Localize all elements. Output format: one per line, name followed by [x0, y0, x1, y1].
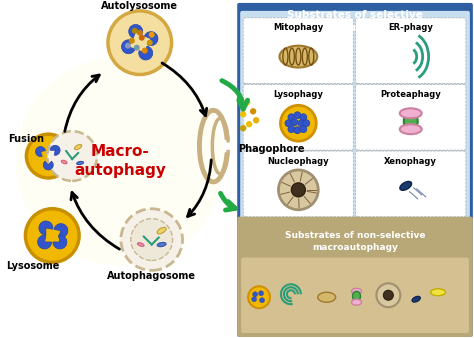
Circle shape	[240, 125, 246, 131]
Text: Autolysosome: Autolysosome	[101, 1, 178, 11]
Ellipse shape	[400, 182, 411, 190]
Ellipse shape	[280, 46, 317, 68]
Wedge shape	[38, 235, 52, 249]
Circle shape	[137, 30, 143, 36]
Circle shape	[125, 43, 131, 49]
Circle shape	[246, 121, 252, 127]
Circle shape	[108, 11, 172, 74]
FancyBboxPatch shape	[243, 18, 354, 83]
Ellipse shape	[157, 227, 166, 234]
Ellipse shape	[352, 288, 362, 294]
Wedge shape	[139, 46, 153, 60]
Circle shape	[47, 131, 97, 181]
FancyBboxPatch shape	[240, 11, 470, 220]
Circle shape	[131, 219, 173, 261]
Ellipse shape	[352, 299, 362, 305]
Ellipse shape	[404, 111, 418, 131]
Circle shape	[26, 209, 79, 262]
Ellipse shape	[353, 291, 361, 301]
Circle shape	[149, 32, 155, 38]
Wedge shape	[145, 32, 158, 46]
Wedge shape	[129, 25, 143, 38]
Circle shape	[147, 40, 153, 46]
Circle shape	[250, 108, 256, 115]
Circle shape	[260, 298, 264, 303]
Circle shape	[142, 48, 148, 54]
Text: Fusion: Fusion	[9, 134, 45, 144]
Circle shape	[294, 127, 301, 134]
Ellipse shape	[74, 144, 82, 150]
Ellipse shape	[157, 242, 166, 247]
Text: Lysophagy: Lysophagy	[273, 90, 323, 99]
Text: Mitophagy: Mitophagy	[273, 23, 323, 32]
Text: Autophagosome: Autophagosome	[107, 271, 196, 281]
Circle shape	[285, 120, 292, 127]
Ellipse shape	[400, 124, 422, 134]
Ellipse shape	[318, 292, 336, 302]
Ellipse shape	[412, 296, 420, 302]
Text: Xenophagy: Xenophagy	[384, 156, 437, 166]
Wedge shape	[53, 235, 67, 249]
Circle shape	[298, 120, 305, 127]
Circle shape	[252, 297, 256, 302]
Text: Substrates of selective
macroautophagy: Substrates of selective macroautophagy	[287, 10, 423, 33]
Circle shape	[376, 283, 400, 307]
Ellipse shape	[16, 56, 224, 265]
Ellipse shape	[61, 160, 67, 164]
Circle shape	[288, 114, 295, 121]
Circle shape	[288, 126, 295, 133]
Wedge shape	[36, 147, 46, 156]
Circle shape	[300, 114, 307, 121]
FancyBboxPatch shape	[356, 18, 466, 83]
Circle shape	[139, 35, 145, 41]
Circle shape	[291, 119, 298, 126]
Wedge shape	[39, 221, 53, 235]
FancyBboxPatch shape	[241, 258, 469, 333]
Wedge shape	[43, 161, 53, 170]
Circle shape	[134, 45, 140, 51]
FancyBboxPatch shape	[243, 84, 354, 150]
FancyBboxPatch shape	[356, 151, 466, 217]
Ellipse shape	[400, 108, 422, 118]
Circle shape	[253, 117, 259, 123]
Circle shape	[27, 134, 70, 178]
FancyBboxPatch shape	[356, 84, 466, 150]
Circle shape	[303, 120, 310, 127]
Circle shape	[300, 126, 307, 133]
Circle shape	[132, 28, 138, 34]
Text: Substrates of non-selective
macroautophagy: Substrates of non-selective macroautopha…	[285, 231, 425, 252]
Circle shape	[248, 286, 270, 308]
Circle shape	[121, 209, 182, 270]
Circle shape	[253, 292, 257, 297]
Circle shape	[259, 291, 264, 296]
Text: Macro-
autophagy: Macro- autophagy	[74, 144, 166, 178]
FancyBboxPatch shape	[237, 3, 473, 337]
Ellipse shape	[137, 243, 144, 246]
Circle shape	[240, 111, 246, 118]
FancyBboxPatch shape	[237, 217, 473, 337]
Text: Lysosome: Lysosome	[6, 261, 59, 271]
Wedge shape	[122, 40, 135, 54]
Circle shape	[129, 38, 135, 44]
Circle shape	[292, 183, 305, 197]
Ellipse shape	[430, 289, 446, 296]
Circle shape	[278, 170, 318, 210]
Text: ER-phagy: ER-phagy	[388, 23, 433, 32]
Wedge shape	[54, 224, 68, 238]
Ellipse shape	[77, 162, 83, 165]
Text: Proteaphagy: Proteaphagy	[380, 90, 441, 99]
Text: Nucleophagy: Nucleophagy	[267, 156, 329, 166]
FancyBboxPatch shape	[243, 151, 354, 217]
Circle shape	[383, 290, 393, 300]
Wedge shape	[50, 145, 60, 155]
Circle shape	[281, 105, 316, 141]
Circle shape	[244, 99, 250, 105]
Circle shape	[294, 112, 301, 119]
Text: Phagophore: Phagophore	[238, 144, 305, 154]
